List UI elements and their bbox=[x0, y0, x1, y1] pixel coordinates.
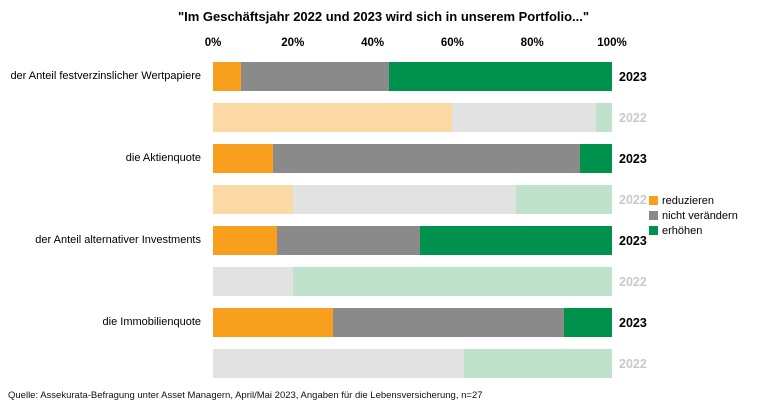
bar-segment-reduzieren bbox=[213, 185, 293, 214]
category-label: die Immobilienquote bbox=[102, 315, 201, 328]
x-axis-tick: 100% bbox=[597, 37, 627, 49]
stacked-bar-2023 bbox=[213, 226, 612, 255]
category-label: der Anteil alternativer Investments bbox=[35, 233, 201, 246]
bar-segment-nicht-ver-ndern bbox=[272, 144, 581, 173]
bar-segment-nicht-ver-ndern bbox=[332, 308, 565, 337]
stacked-bar-2023 bbox=[213, 308, 612, 337]
chart-rows: der Anteil festverzinslicher Wertpapiere… bbox=[0, 62, 647, 390]
year-label: 2022 bbox=[619, 110, 647, 125]
year-label: 2023 bbox=[619, 151, 647, 166]
chart-row: 2022 bbox=[0, 103, 647, 132]
bar-segment-erh-hen bbox=[516, 185, 612, 214]
chart-row: 2022 bbox=[0, 349, 647, 378]
bar-segment-reduzieren bbox=[213, 103, 453, 132]
x-axis: 0% 20% 40% 60% 80% 100% bbox=[205, 37, 627, 51]
legend-item: erhöhen bbox=[649, 223, 738, 238]
year-label: 2023 bbox=[619, 69, 647, 84]
year-label: 2023 bbox=[619, 233, 647, 248]
legend-swatch-icon bbox=[649, 211, 658, 220]
bar-segment-erh-hen bbox=[292, 267, 612, 296]
legend: reduzieren nicht verändern erhöhen bbox=[649, 193, 738, 238]
chart-row: die Immobilienquote 2023 bbox=[0, 308, 647, 337]
x-axis-tick: 80% bbox=[520, 37, 544, 49]
x-axis-tick: 0% bbox=[204, 37, 222, 49]
bar-segment-erh-hen bbox=[420, 226, 612, 255]
x-axis-tick: 20% bbox=[281, 37, 305, 49]
bar-segment-nicht-ver-ndern bbox=[213, 267, 293, 296]
year-label: 2022 bbox=[619, 274, 647, 289]
stacked-bar-2022 bbox=[213, 349, 612, 378]
bar-segment-nicht-ver-ndern bbox=[276, 226, 421, 255]
chart-row: der Anteil alternativer Investments 2023 bbox=[0, 226, 647, 255]
bar-segment-erh-hen bbox=[388, 62, 612, 91]
bar-segment-erh-hen bbox=[564, 308, 612, 337]
bar-segment-reduzieren bbox=[213, 62, 241, 91]
bar-segment-nicht-ver-ndern bbox=[213, 349, 465, 378]
bar-segment-reduzieren bbox=[213, 226, 277, 255]
stacked-bar-2022 bbox=[213, 103, 612, 132]
chart-row: 2022 bbox=[0, 185, 647, 214]
year-label: 2022 bbox=[619, 356, 647, 371]
bar-segment-nicht-ver-ndern bbox=[452, 103, 597, 132]
legend-label: reduzieren bbox=[662, 194, 714, 207]
bar-segment-erh-hen bbox=[580, 144, 612, 173]
chart-row: der Anteil festverzinslicher Wertpapiere… bbox=[0, 62, 647, 91]
year-label: 2023 bbox=[619, 315, 647, 330]
stacked-bar-2023 bbox=[213, 144, 612, 173]
x-axis-tick: 40% bbox=[361, 37, 385, 49]
category-label: der Anteil festverzinslicher Wertpapiere bbox=[10, 69, 201, 82]
legend-item: nicht verändern bbox=[649, 208, 738, 223]
stacked-bar-2022 bbox=[213, 185, 612, 214]
stacked-bar-2022 bbox=[213, 267, 612, 296]
category-label: die Aktienquote bbox=[125, 151, 201, 164]
bar-segment-nicht-ver-ndern bbox=[292, 185, 517, 214]
legend-swatch-icon bbox=[649, 196, 658, 205]
stacked-bar-2023 bbox=[213, 62, 612, 91]
bar-segment-reduzieren bbox=[213, 144, 273, 173]
legend-swatch-icon bbox=[649, 226, 658, 235]
x-axis-tick: 60% bbox=[440, 37, 464, 49]
legend-label: erhöhen bbox=[662, 224, 703, 237]
chart-row: 2022 bbox=[0, 267, 647, 296]
source-note: Quelle: Assekurata-Befragung unter Asset… bbox=[8, 390, 483, 401]
year-label: 2022 bbox=[619, 192, 647, 207]
legend-label: nicht verändern bbox=[662, 209, 738, 222]
bar-segment-nicht-ver-ndern bbox=[240, 62, 389, 91]
bar-segment-erh-hen bbox=[596, 103, 612, 132]
bar-segment-erh-hen bbox=[464, 349, 612, 378]
bar-segment-reduzieren bbox=[213, 308, 333, 337]
chart-row: die Aktienquote 2023 bbox=[0, 144, 647, 173]
legend-item: reduzieren bbox=[649, 193, 738, 208]
chart-title: "Im Geschäftsjahr 2022 und 2023 wird sic… bbox=[177, 9, 590, 24]
